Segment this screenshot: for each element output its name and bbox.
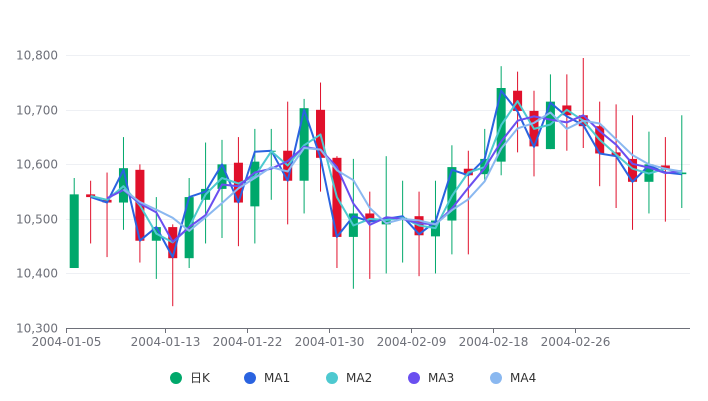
- candle-body: [628, 158, 638, 182]
- candle[interactable]: [447, 145, 457, 255]
- candle-body: [69, 194, 79, 268]
- legend-label: 日K: [190, 371, 211, 385]
- candle[interactable]: [250, 128, 260, 244]
- series-line-ma3[interactable]: [106, 114, 682, 243]
- candle[interactable]: [86, 180, 96, 244]
- x-tick-label: 2004-01-22: [213, 335, 283, 349]
- candle-body: [447, 167, 457, 221]
- candle-body: [381, 218, 391, 225]
- y-tick-label: 10,300: [16, 322, 58, 336]
- legend-marker: [490, 372, 502, 384]
- candle[interactable]: [135, 164, 145, 263]
- candle[interactable]: [69, 178, 79, 268]
- series-line-ma1[interactable]: [90, 89, 682, 259]
- candle[interactable]: [628, 115, 638, 230]
- y-tick-label: 10,700: [16, 104, 58, 118]
- gridlines: [66, 55, 690, 274]
- x-tick-label: 2004-02-26: [541, 335, 611, 349]
- x-axis: 2004-01-05 2004-01-13 2004-01-22 2004-01-30…: [32, 328, 690, 349]
- y-tick-label: 10,400: [16, 267, 58, 281]
- candle[interactable]: [660, 137, 670, 222]
- candle[interactable]: [217, 139, 227, 238]
- y-axis-ticks: 10,300 10,400 10,500 10,600 10,700 10,800: [16, 49, 58, 336]
- candle[interactable]: [529, 90, 539, 177]
- candle[interactable]: [677, 115, 687, 208]
- x-tick-label: 2004-01-05: [32, 335, 102, 349]
- candle-body: [660, 165, 670, 170]
- x-tick-label: 2004-02-09: [377, 335, 447, 349]
- x-tick-label: 2004-02-18: [459, 335, 529, 349]
- series-line-ma4[interactable]: [122, 111, 682, 232]
- candle[interactable]: [381, 156, 391, 274]
- y-tick-label: 10,800: [16, 49, 58, 63]
- candle-body: [365, 213, 375, 222]
- candle[interactable]: [102, 172, 112, 258]
- legend-item[interactable]: MA3: [408, 371, 454, 385]
- legend-item[interactable]: 日K: [170, 371, 211, 385]
- candle-body: [250, 161, 260, 207]
- legend-item[interactable]: MA2: [326, 371, 372, 385]
- y-tick-label: 10,600: [16, 158, 58, 172]
- candle[interactable]: [365, 191, 375, 279]
- legend-item[interactable]: MA1: [244, 371, 290, 385]
- legend-item[interactable]: MA4: [490, 371, 536, 385]
- candle-body: [86, 194, 96, 198]
- legend-marker: [170, 372, 182, 384]
- y-tick-label: 10,500: [16, 213, 58, 227]
- legend-label: MA1: [264, 371, 290, 385]
- candles: [69, 58, 687, 307]
- candle[interactable]: [578, 58, 588, 148]
- legend[interactable]: 日K MA1 MA2 MA3 MA4: [170, 371, 536, 385]
- legend-label: MA2: [346, 371, 372, 385]
- x-tick-label: 2004-01-30: [295, 335, 365, 349]
- legend-label: MA4: [510, 371, 536, 385]
- legend-label: MA3: [428, 371, 454, 385]
- legend-marker: [244, 372, 256, 384]
- moving-average-lines: [90, 89, 683, 259]
- candle[interactable]: [398, 180, 408, 263]
- legend-marker: [408, 372, 420, 384]
- x-tick-label: 2004-01-13: [131, 335, 201, 349]
- candle-body: [217, 164, 227, 189]
- legend-marker: [326, 372, 338, 384]
